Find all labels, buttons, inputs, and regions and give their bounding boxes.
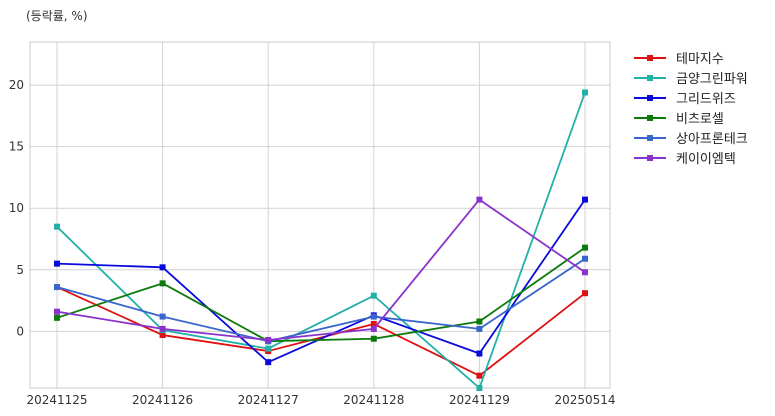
plot-area-border: [29, 41, 611, 389]
data-point-marker: [476, 196, 483, 203]
data-point-marker: [582, 196, 588, 203]
legend-marker-swatch: [647, 55, 653, 61]
legend-label: 그리드위즈: [676, 92, 736, 107]
y-tick-label: 15: [9, 140, 24, 154]
x-tick-label: 20250514: [554, 393, 615, 407]
legend-marker-swatch: [647, 155, 653, 161]
series: [54, 196, 588, 343]
legend-item: 케이이엠텍: [634, 152, 736, 167]
series-lines: [54, 89, 588, 391]
y-tick-label: 10: [9, 201, 24, 215]
legend-item: 비츠로셀: [634, 112, 724, 127]
legend-marker-swatch: [647, 75, 653, 81]
x-tick-label: 20241128: [343, 393, 404, 407]
data-point-marker: [476, 372, 483, 379]
legend-label: 금양그린파워: [676, 72, 748, 87]
data-point-marker: [54, 223, 60, 230]
data-point-marker: [265, 359, 272, 366]
legend-label: 케이이엠텍: [676, 152, 736, 167]
data-point-marker: [265, 336, 272, 343]
data-point-marker: [582, 255, 588, 262]
data-point-marker: [370, 335, 377, 342]
y-axis-ticks: 0 5 10 15 20: [9, 78, 24, 338]
data-point-marker: [370, 325, 377, 332]
series: [54, 89, 588, 391]
data-point-marker: [54, 284, 60, 291]
legend-label: 상아프론테크: [676, 132, 748, 147]
x-tick-label: 20241129: [449, 393, 510, 407]
series-line: [56, 246, 586, 343]
x-axis-ticks: 20241125 20241126 20241127 20241128 20241129…: [26, 393, 615, 407]
series-line: [56, 286, 586, 377]
data-point-marker: [476, 318, 483, 325]
data-point-marker: [476, 325, 483, 332]
legend-label: 비츠로셀: [676, 112, 724, 127]
legend-marker-swatch: [647, 135, 653, 141]
series-line: [56, 199, 586, 364]
y-tick-label: 0: [16, 324, 24, 338]
data-point-marker: [476, 385, 483, 391]
data-point-marker: [265, 345, 272, 352]
series-line: [56, 198, 586, 341]
data-point-marker: [54, 314, 60, 321]
series-line: [56, 257, 586, 343]
legend-item: 금양그린파워: [634, 72, 748, 87]
data-point-marker: [54, 308, 60, 315]
data-point-marker: [54, 260, 60, 267]
data-point-marker: [582, 89, 588, 96]
legend-item: 상아프론테크: [634, 132, 748, 147]
data-point-marker: [159, 325, 166, 332]
legend-marker-swatch: [647, 115, 653, 121]
data-point-marker: [370, 292, 377, 299]
x-tick-label: 20241126: [132, 393, 193, 407]
x-tick-label: 20241127: [238, 393, 299, 407]
gridlines: [30, 42, 610, 388]
data-point-marker: [370, 313, 377, 320]
data-point-marker: [159, 280, 166, 287]
legend-item: 그리드위즈: [634, 92, 736, 107]
legend-item: 테마지수: [634, 52, 724, 67]
data-point-marker: [159, 332, 166, 339]
legend-marker-swatch: [647, 95, 653, 101]
data-point-marker: [159, 313, 166, 320]
series-line: [56, 92, 586, 389]
data-point-marker: [582, 244, 588, 251]
y-tick-label: 20: [9, 78, 24, 92]
data-point-marker: [582, 269, 588, 276]
y-tick-label: 5: [16, 263, 24, 277]
data-point-marker: [582, 290, 588, 297]
legend-label: 테마지수: [676, 52, 724, 67]
data-point-marker: [370, 320, 377, 327]
data-point-marker: [476, 350, 483, 357]
data-point-marker: [159, 264, 166, 271]
y-axis-unit-label: (등락률, %): [26, 9, 88, 23]
x-tick-label: 20241125: [26, 393, 87, 407]
